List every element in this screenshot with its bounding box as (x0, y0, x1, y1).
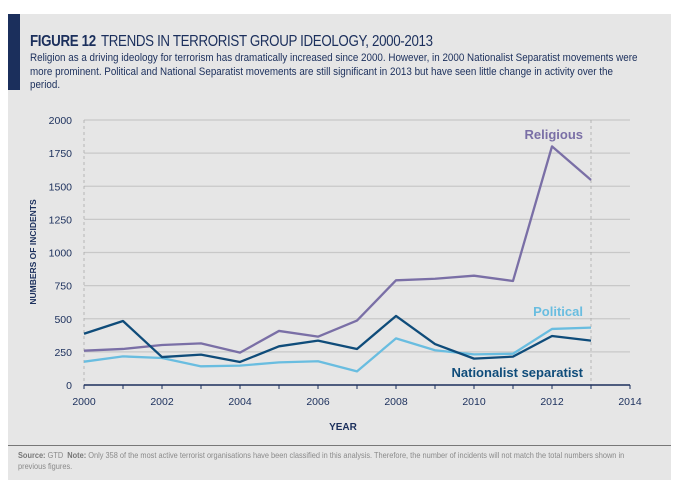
figure-panel (8, 14, 671, 480)
series-line-religious (83, 145, 592, 354)
y-axis-label: NUMBERS OF INCIDENTS (28, 199, 38, 305)
x-tick-label: 2004 (228, 396, 252, 408)
figure-label: FIGURE 12 (30, 33, 96, 50)
footer-note: Source: GTD Note: Only 358 of the most a… (18, 450, 637, 472)
x-tick-label: 2010 (462, 396, 486, 408)
y-tick-label: 0 (66, 380, 72, 392)
y-tick-label: 2000 (49, 115, 73, 127)
footer-divider (8, 445, 671, 446)
accent-bar (8, 14, 20, 90)
figure-title: FIGURE 12 TRENDS IN TERRORIST GROUP IDEOL… (30, 33, 433, 51)
y-tick-label: 1250 (49, 214, 73, 226)
y-tick-label: 1000 (49, 248, 73, 260)
x-tick-label: 2000 (72, 396, 96, 408)
series-label-political: Political (533, 304, 583, 319)
x-tick-label: 2014 (618, 396, 642, 408)
source-label: Source: (18, 450, 46, 460)
x-tick-label: 2002 (150, 396, 174, 408)
source-text: GTD (47, 450, 64, 460)
series-label-religious: Religious (524, 127, 583, 142)
y-tick-label: 500 (54, 314, 72, 326)
series-line-nationalist-separatist (83, 314, 592, 364)
y-tick-label: 750 (54, 281, 72, 293)
y-tick-label: 1500 (49, 181, 73, 193)
note-label: Note: (67, 450, 87, 460)
x-tick-label: 2012 (540, 396, 564, 408)
series-line-political (83, 326, 592, 373)
x-tick-label: 2006 (306, 396, 330, 408)
figure-subtitle: Religion as a driving ideology for terro… (30, 52, 638, 91)
y-tick-label: 250 (54, 347, 72, 359)
note-text: Only 358 of the most active terrorist or… (18, 450, 625, 471)
series-label-nationalist-separatist: Nationalist separatist (452, 365, 584, 380)
x-tick-label: 2008 (384, 396, 408, 408)
y-tick-label: 1750 (49, 148, 73, 160)
x-axis-label: YEAR (329, 422, 358, 433)
title-text: TRENDS IN TERRORIST GROUP IDEOLOGY, 2000… (100, 33, 433, 50)
